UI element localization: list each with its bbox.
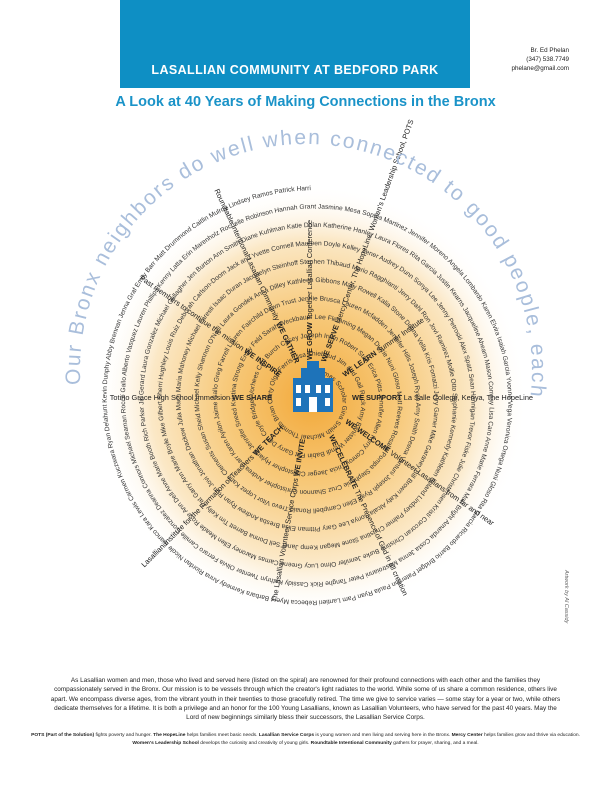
contact-email: phelane@gmail.com: [511, 65, 570, 72]
footer-note-term: POTS (Part of the Solution): [31, 733, 95, 738]
footer-note-term: Lasallian Service Corps: [258, 733, 315, 738]
footer-notes: POTS (Part of the Solution) fights pover…: [20, 732, 591, 749]
building-icon: [293, 361, 333, 412]
spiral-phrase: WE GROW Together Lasallian Conference: [305, 220, 314, 360]
spiral-phrase: Totino Grace High School Immersion WE SH…: [110, 393, 272, 402]
contact-phone: (347) 538.7749: [526, 56, 569, 63]
footer-note-text: develops the curiosity and creativity of…: [198, 741, 311, 747]
footer-note-term: Mercy Center: [451, 733, 483, 738]
footer-note-term: Roundtable Intentional Community: [310, 741, 392, 747]
footer-note-text: is young women and men living and servin…: [314, 733, 452, 738]
footer-note-term: The HopeLine: [153, 733, 186, 738]
header-title: LASALLIAN COMMUNITY AT BEDFORD PARK: [151, 63, 439, 77]
contact-name: Br. Ed Phelan: [530, 47, 569, 54]
header-banner: [120, 0, 470, 88]
footer-note-text: fights poverty and hunger.: [94, 733, 154, 738]
page-subtitle: A Look at 40 Years of Making Connections…: [115, 94, 496, 110]
footer-note-text: gathers for prayer, sharing, and a meal.: [391, 741, 479, 747]
contact-info: Br. Ed Phelan (347) 538.7749 phelane@gma…: [512, 46, 570, 73]
footer-note-text: helps families meet basic needs.: [185, 733, 259, 738]
footer-note-term: Women's Leadership School: [132, 741, 199, 747]
footer-note-text: helps families grow and thrive via educa…: [482, 733, 580, 738]
artwork-credit: Artwork by Al Cassidy: [563, 570, 569, 624]
footer-paragraph: As Lasallian women and men, those who li…: [50, 677, 561, 722]
spiral-phrase: WE SUPPORT La Salle College, Kenya, The …: [352, 393, 533, 402]
